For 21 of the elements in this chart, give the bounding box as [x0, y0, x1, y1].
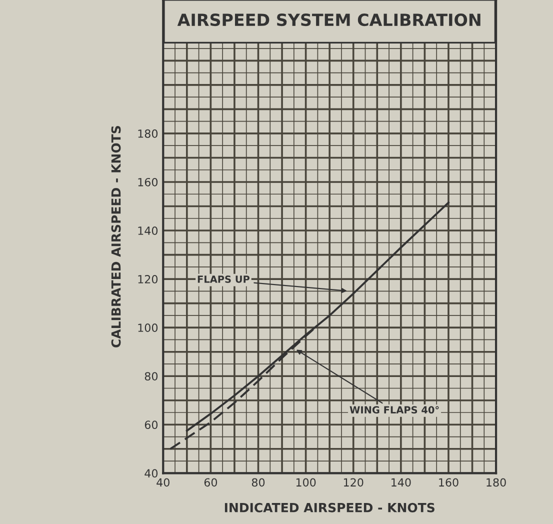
x-tick-label: 40 — [156, 478, 170, 487]
y-tick-label: 140 — [138, 226, 158, 235]
y-tick-label: 160 — [138, 178, 158, 186]
x-tick-label: 120 — [344, 478, 364, 487]
annotation: WING FLAPS 40° — [350, 406, 439, 414]
x-tick-label: 160 — [439, 478, 458, 487]
x-tick-label: 180 — [486, 478, 506, 487]
x-tick-label: 140 — [392, 478, 411, 487]
text: AIRSPEED SYSTEM CALIBRATION — [177, 14, 480, 26]
x-axis-title: INDICATED AIRSPEED - KNOTS — [224, 502, 434, 512]
x-tick-label: 80 — [252, 478, 265, 487]
y-tick-label: 120 — [138, 275, 158, 284]
y-tick-label: 180 — [138, 129, 158, 138]
y-tick-label: 100 — [138, 324, 158, 332]
y-axis-title: CALIBRATED AIRSPEED - KNOTS — [111, 126, 121, 348]
x-tick-label: 60 — [204, 478, 218, 487]
x-tick-label: 100 — [296, 478, 316, 487]
y-tick-label: 40 — [144, 469, 158, 478]
y-tick-label: 80 — [144, 372, 158, 380]
y-tick-label: 60 — [144, 420, 158, 430]
annotation: FLAPS UP — [198, 276, 250, 283]
